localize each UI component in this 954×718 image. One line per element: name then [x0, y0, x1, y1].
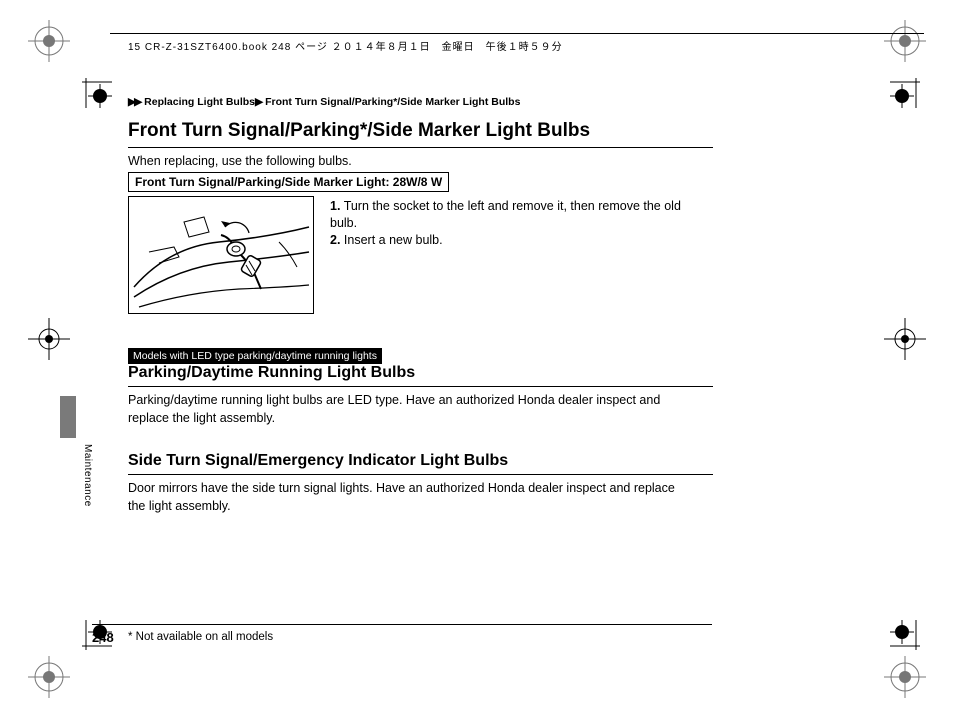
reg-mark-icon [28, 656, 70, 698]
section-body: Door mirrors have the side turn signal l… [128, 480, 688, 515]
breadcrumb: ▶▶ Replacing Light Bulbs▶ Front Turn Signa… [128, 96, 520, 108]
footnote: * Not available on all models [128, 631, 273, 643]
breadcrumb-seg: Replacing Light Bulbs [144, 96, 255, 108]
step-text: Turn the socket to the left and remove i… [330, 199, 681, 230]
reg-mark-icon [884, 20, 926, 62]
step-text: Insert a new bulb. [344, 233, 443, 247]
steps-list: 1. Turn the socket to the left and remov… [330, 198, 690, 249]
section-body: Parking/daytime running light bulbs are … [128, 392, 688, 427]
header-meta: 15 CR-Z-31SZT6400.book 248 ページ ２０１４年８月１日… [128, 38, 563, 53]
intro-text: When replacing, use the following bulbs. [128, 154, 352, 168]
side-label: Maintenance [82, 444, 93, 507]
footer-rule [92, 624, 712, 625]
reg-mark-icon [884, 656, 926, 698]
reg-mark-icon [28, 318, 70, 360]
model-badge: Models with LED type parking/daytime run… [128, 348, 382, 364]
step-item: 2. Insert a new bulb. [330, 232, 690, 249]
step-number: 1. [330, 199, 340, 213]
section-heading: Side Turn Signal/Emergency Indicator Lig… [128, 452, 508, 470]
header-rule [110, 33, 924, 34]
page-title: Front Turn Signal/Parking*/Side Marker L… [128, 120, 728, 146]
breadcrumb-seg: Front Turn Signal/Parking*/Side Marker L… [265, 96, 520, 108]
step-number: 2. [330, 233, 340, 247]
chevron-icon: ▶▶ [128, 96, 140, 108]
chevron-icon: ▶ [255, 96, 261, 108]
section-rule [128, 386, 713, 387]
corner-mark-icon [884, 614, 926, 656]
spec-box: Front Turn Signal/Parking/Side Marker Li… [128, 172, 449, 192]
corner-mark-icon [884, 72, 926, 114]
reg-mark-icon [884, 318, 926, 360]
page-number: 248 [92, 630, 114, 645]
step-item: 1. Turn the socket to the left and remov… [330, 198, 690, 232]
reg-mark-icon [28, 20, 70, 62]
title-rule [128, 147, 713, 148]
section-rule [128, 474, 713, 475]
section-heading: Parking/Daytime Running Light Bulbs [128, 364, 415, 382]
section-tab [60, 396, 76, 438]
corner-mark-icon [76, 72, 118, 114]
bulb-figure [128, 196, 314, 314]
